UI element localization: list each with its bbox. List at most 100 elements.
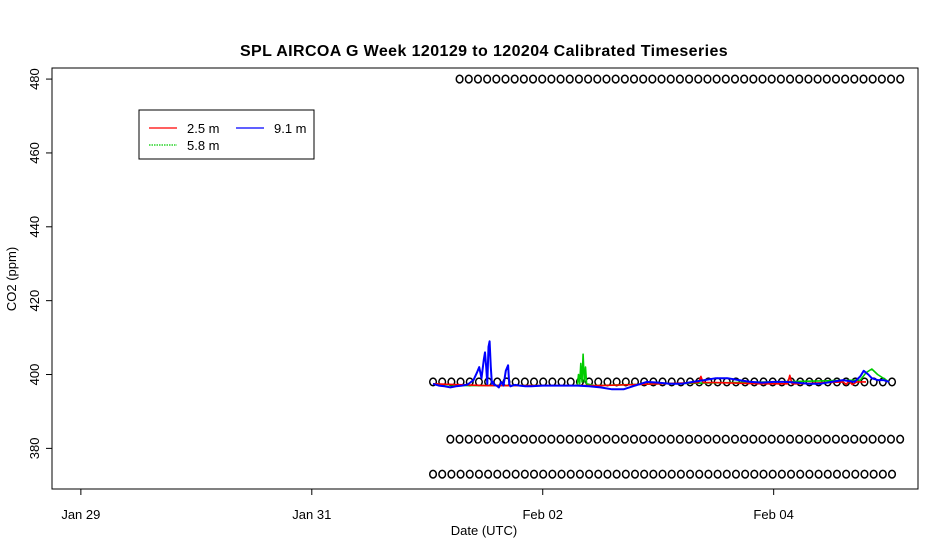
reference-marker xyxy=(602,434,611,444)
reference-marker xyxy=(666,74,675,84)
x-tick-label: Feb 02 xyxy=(522,507,562,522)
reference-marker xyxy=(786,469,796,479)
reference-marker xyxy=(566,469,575,479)
reference-marker xyxy=(539,469,548,479)
reference-marker xyxy=(492,74,501,84)
reference-marker xyxy=(777,469,786,479)
reference-marker xyxy=(712,434,721,444)
reference-marker xyxy=(455,74,464,84)
reference-marker xyxy=(484,469,493,479)
reference-marker xyxy=(814,377,823,387)
reference-marker xyxy=(612,469,621,479)
reference-marker xyxy=(593,434,602,444)
reference-marker xyxy=(529,377,539,387)
reference-marker xyxy=(887,377,897,387)
reference-marker xyxy=(556,434,565,444)
reference-marker xyxy=(438,469,447,479)
reference-marker xyxy=(676,377,685,387)
reference-marker xyxy=(877,74,886,84)
reference-marker xyxy=(474,469,483,479)
y-tick-label: 380 xyxy=(27,438,42,460)
reference-marker xyxy=(842,469,851,479)
reference-marker xyxy=(648,434,657,444)
reference-marker xyxy=(758,434,767,444)
reference-marker xyxy=(767,434,776,444)
reference-marker xyxy=(859,74,868,84)
y-tick-label: 440 xyxy=(27,216,42,238)
reference-marker xyxy=(428,377,438,387)
reference-marker xyxy=(703,434,712,444)
reference-marker xyxy=(804,434,813,444)
reference-marker xyxy=(565,434,574,444)
reference-marker xyxy=(585,469,594,479)
reference-marker xyxy=(510,74,519,84)
reference-marker xyxy=(483,74,492,84)
legend-label: 2.5 m xyxy=(187,121,220,136)
reference-marker xyxy=(694,74,703,84)
reference-marker xyxy=(621,469,630,479)
reference-marker xyxy=(447,469,456,479)
reference-marker xyxy=(528,74,538,84)
reference-marker xyxy=(556,74,565,84)
reference-marker xyxy=(869,469,878,479)
reference-marker xyxy=(511,469,520,479)
legend-box xyxy=(138,109,315,160)
reference-marker xyxy=(456,469,465,479)
reference-marker xyxy=(538,434,547,444)
reference-marker xyxy=(630,469,640,479)
reference-marker xyxy=(896,74,905,84)
x-axis: Jan 29 Jan 31 Feb 02 Feb 04 xyxy=(61,489,794,522)
x-tick-label: Jan 31 xyxy=(292,507,331,522)
chart-title: SPL AIRCOA G Week 120129 to 120204 Calib… xyxy=(240,43,728,60)
reference-marker xyxy=(750,469,759,479)
reference-marker xyxy=(860,469,869,479)
reference-marker xyxy=(648,74,657,84)
series-line-9-1-m xyxy=(432,340,890,391)
reference-marker xyxy=(493,469,502,479)
reference-marker xyxy=(557,469,566,479)
reference-marker xyxy=(594,469,603,479)
reference-marker xyxy=(621,377,630,387)
reference-marker xyxy=(695,469,704,479)
reference-marker xyxy=(896,434,905,444)
series-lines xyxy=(432,340,890,391)
reference-marker xyxy=(620,434,629,444)
reference-marker xyxy=(574,434,583,444)
legend-label: 9.1 m xyxy=(274,121,307,136)
reference-marker xyxy=(575,469,584,479)
reference-marker xyxy=(584,434,593,444)
reference-marker xyxy=(868,74,877,84)
reference-marker xyxy=(574,74,583,84)
y-axis: 380 400 420 440 460 480 xyxy=(27,68,52,459)
legend: 2.5 m 5.8 m 9.1 m xyxy=(138,109,315,160)
reference-marker xyxy=(520,377,529,387)
reference-marker xyxy=(464,74,473,84)
reference-marker xyxy=(446,434,455,444)
reference-marker xyxy=(832,469,841,479)
reference-marker xyxy=(520,469,529,479)
series-line-2-5-m xyxy=(432,374,866,387)
reference-marker xyxy=(640,469,649,479)
reference-marker xyxy=(758,74,767,84)
reference-marker xyxy=(501,74,510,84)
reference-marker xyxy=(602,74,611,84)
reference-marker xyxy=(464,434,473,444)
y-tick-label: 480 xyxy=(27,68,42,90)
reference-marker xyxy=(841,74,850,84)
reference-marker xyxy=(822,74,831,84)
reference-marker xyxy=(502,469,511,479)
y-tick-label: 400 xyxy=(27,364,42,386)
reference-marker xyxy=(657,74,666,84)
x-tick-label: Jan 29 xyxy=(61,507,100,522)
reference-marker xyxy=(465,469,474,479)
reference-marker xyxy=(796,469,805,479)
reference-marker xyxy=(831,434,840,444)
reference-marker xyxy=(629,434,639,444)
reference-marker xyxy=(768,469,777,479)
reference-marker xyxy=(611,74,620,84)
reference-marker xyxy=(620,74,629,84)
reference-marker xyxy=(548,469,557,479)
reference-marker xyxy=(639,434,648,444)
reference-marker xyxy=(428,469,438,479)
reference-marker xyxy=(740,434,749,444)
